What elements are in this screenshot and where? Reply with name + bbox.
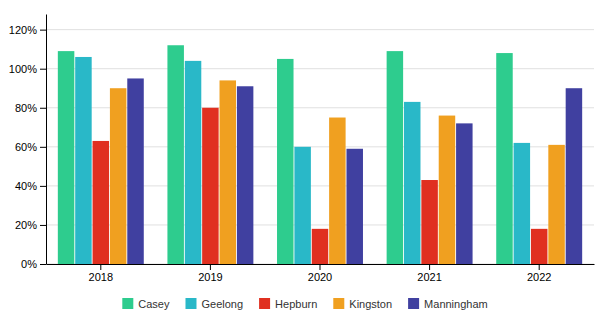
y-tick-label: 80% [15, 102, 37, 114]
y-tick-mark [40, 147, 46, 148]
x-tick-label: 2022 [527, 271, 551, 283]
y-tick-mark [40, 264, 46, 265]
plot: 2018 2019 2020 2021 2022 0% 20% 40% 60% 80% 100% 12… [9, 15, 595, 283]
bar [346, 149, 362, 264]
y-tick-mark [40, 225, 46, 226]
legend-item: Hepburn [259, 298, 317, 310]
y-tick-label: 120% [9, 24, 37, 36]
x-tick-mark [210, 264, 211, 270]
x-tick-label: 2019 [198, 271, 222, 283]
x-tick-mark [320, 264, 321, 270]
bar [93, 141, 109, 264]
grid-line [46, 29, 594, 30]
bar-series [110, 80, 565, 264]
bar [404, 102, 420, 264]
bar [329, 118, 345, 264]
bar [277, 59, 293, 264]
y-tick-mark [40, 108, 46, 109]
bar [421, 180, 437, 264]
legend-label: Geelong [201, 298, 243, 310]
y-tick-label: 100% [9, 63, 37, 75]
y-tick-label: 40% [15, 180, 37, 192]
y-tick-mark [40, 30, 46, 31]
legend-label: Hepburn [275, 298, 317, 310]
legend-item: Casey [122, 298, 170, 310]
bar [294, 147, 310, 264]
legend: Casey Geelong Hepburn Kingston Manningham [122, 298, 487, 310]
y-tick-label: 0% [21, 258, 37, 270]
bar [220, 80, 236, 264]
bar [548, 145, 564, 264]
bars [58, 45, 582, 264]
y-tick-label: 60% [15, 141, 37, 153]
bar-series [75, 57, 530, 264]
legend-label: Casey [138, 298, 170, 310]
y-tick: 100% [9, 63, 46, 75]
y-tick: 60% [15, 141, 46, 153]
legend-label: Kingston [349, 298, 392, 310]
y-tick: 120% [9, 24, 46, 36]
y-tick-label: 20% [15, 219, 37, 231]
bar [202, 108, 218, 264]
x-tick-label: 2021 [417, 271, 441, 283]
bar [531, 229, 547, 264]
bar [439, 116, 455, 264]
legend-swatch [122, 298, 133, 309]
bar [496, 53, 512, 264]
bar [58, 51, 74, 264]
bar [237, 86, 253, 264]
y-tick-mark [40, 69, 46, 70]
bar [387, 51, 403, 264]
legend-item: Kingston [333, 298, 392, 310]
legend-swatch [259, 298, 270, 309]
chart: 2018 2019 2020 2021 2022 0% 20% 40% 60% 80% 100% 12… [0, 0, 610, 322]
legend-swatch [408, 298, 419, 309]
bar-series [93, 108, 548, 264]
x-tick: 2018 [89, 264, 113, 283]
bar [312, 229, 328, 264]
bar [566, 88, 582, 264]
bar [185, 61, 201, 264]
x-axis: 2018 2019 2020 2021 2022 [47, 264, 595, 283]
legend-swatch [333, 298, 344, 309]
x-tick-mark [429, 264, 430, 270]
legend-item: Manningham [408, 298, 488, 310]
bar-series [127, 78, 582, 264]
x-tick-label: 2020 [308, 271, 332, 283]
bar [456, 123, 472, 264]
bar [75, 57, 91, 264]
x-tick: 2020 [308, 264, 332, 283]
bar [110, 88, 126, 264]
y-tick: 40% [15, 180, 46, 192]
y-tick-mark [40, 186, 46, 187]
x-tick: 2022 [527, 264, 551, 283]
y-axis-line [46, 15, 47, 265]
bar-series [58, 45, 513, 264]
x-tick-label: 2018 [89, 271, 113, 283]
legend-item: Geelong [185, 298, 243, 310]
y-axis: 0% 20% 40% 60% 80% 100% 120% [9, 15, 47, 271]
x-tick: 2019 [198, 264, 222, 283]
bar [514, 143, 530, 264]
legend-swatch [185, 298, 196, 309]
bar [127, 78, 143, 264]
y-tick: 20% [15, 219, 46, 231]
x-tick-mark [100, 264, 101, 270]
x-tick: 2021 [417, 264, 441, 283]
legend-label: Manningham [424, 298, 488, 310]
bar [167, 45, 183, 264]
grid [46, 30, 594, 264]
y-tick: 80% [15, 102, 46, 114]
x-tick-mark [539, 264, 540, 270]
y-tick: 0% [21, 258, 46, 270]
